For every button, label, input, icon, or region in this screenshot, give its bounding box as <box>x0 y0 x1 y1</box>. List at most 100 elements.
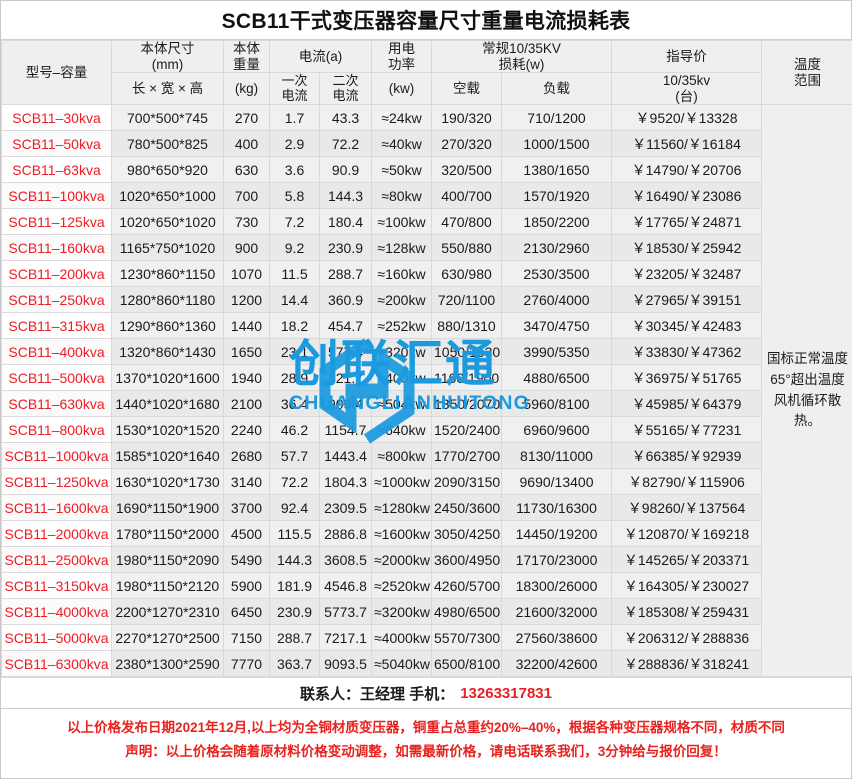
cell-size: 1290*860*1360 <box>111 312 224 340</box>
cell-primary-current: 144.3 <box>269 546 320 574</box>
spec-price-table: 型号–容量 本体尺寸 (mm) 本体 重量 电流(a) 用电 功率 常规10/3… <box>1 39 852 678</box>
table-row: SCB11–125kva 1020*650*1020 730 7.2 180.4 ≈100… <box>1 208 852 236</box>
cell-noload-loss: 190/320 <box>431 104 502 132</box>
cell-power: ≈252kw <box>371 312 432 340</box>
table-row: SCB11–2000kva 1780*1150*2000 4500 115.5 2886… <box>1 520 852 548</box>
cell-price: ￥82790/￥115906 <box>611 468 763 496</box>
col-header-size-sub: 长 × 宽 × 高 <box>111 72 224 106</box>
cell-primary-current: 3.6 <box>269 156 320 184</box>
cell-power: ≈160kw <box>371 260 432 288</box>
cell-size: 1440*1020*1680 <box>111 390 224 418</box>
col-header-power: 用电 功率 <box>371 39 432 74</box>
cell-noload-loss: 3600/4950 <box>431 546 502 574</box>
col-header-current-group: 电流(a) <box>269 39 372 74</box>
cell-secondary-current: 3608.5 <box>319 546 372 574</box>
cell-primary-current: 7.2 <box>269 208 320 236</box>
cell-price: ￥33830/￥47362 <box>611 338 763 366</box>
cell-weight: 730 <box>223 208 270 236</box>
cell-model: SCB11–800kva <box>1 416 112 444</box>
size-unit-label: (mm) <box>151 56 184 72</box>
cell-load-loss: 8130/11000 <box>500 442 613 470</box>
cell-load-loss: 3990/5350 <box>500 338 613 366</box>
cell-load-loss: 17170/23000 <box>500 546 613 574</box>
cell-price: ￥14790/￥20706 <box>611 156 763 184</box>
cell-power: ≈640kw <box>371 416 432 444</box>
table-head: 型号–容量 本体尺寸 (mm) 本体 重量 电流(a) 用电 功率 常规10/3… <box>1 39 852 106</box>
cell-load-loss: 710/1200 <box>500 104 613 132</box>
cell-secondary-current: 2309.5 <box>319 494 372 522</box>
cell-load-loss: 32200/42600 <box>500 650 613 678</box>
cell-primary-current: 14.4 <box>269 286 320 314</box>
cell-weight: 2680 <box>223 442 270 470</box>
contact-phone[interactable]: 13263317831 <box>460 684 552 702</box>
cell-secondary-current: 90.9 <box>319 156 372 184</box>
cell-price: ￥18530/￥25942 <box>611 234 763 262</box>
cell-primary-current: 288.7 <box>269 624 320 652</box>
cell-load-loss: 1380/1650 <box>500 156 613 184</box>
cell-secondary-current: 1154.7 <box>319 416 372 444</box>
cell-noload-loss: 2090/3150 <box>431 468 502 496</box>
cell-noload-loss: 1770/2700 <box>431 442 502 470</box>
cell-primary-current: 5.8 <box>269 182 320 210</box>
cell-secondary-current: 43.3 <box>319 104 372 132</box>
temp-label-2: 范围 <box>794 72 822 88</box>
cell-size: 1980*1150*2090 <box>111 546 224 574</box>
cell-size: 1230*860*1150 <box>111 260 224 288</box>
table-row: SCB11–1000kva 1585*1020*1640 2680 57.7 1443.… <box>1 442 852 470</box>
cell-noload-loss: 6500/8100 <box>431 650 502 678</box>
cell-primary-current: 18.2 <box>269 312 320 340</box>
cell-model: SCB11–100kva <box>1 182 112 210</box>
cell-model: SCB11–50kva <box>1 130 112 158</box>
cell-price: ￥55165/￥77231 <box>611 416 763 444</box>
cell-size: 2200*1270*2310 <box>111 598 224 626</box>
cell-price: ￥288836/￥318241 <box>611 650 763 678</box>
cell-model: SCB11–1250kva <box>1 468 112 496</box>
col-header-price-group: 指导价 <box>611 39 763 74</box>
cell-power: ≈2520kw <box>371 572 432 600</box>
secondary-label-1: 二次 <box>332 72 359 88</box>
cell-primary-current: 9.2 <box>269 234 320 262</box>
cell-secondary-current: 72.2 <box>319 130 372 158</box>
cell-load-loss: 6960/9600 <box>500 416 613 444</box>
cell-primary-current: 230.9 <box>269 598 320 626</box>
cell-power: ≈3200kw <box>371 598 432 626</box>
cell-primary-current: 2.9 <box>269 130 320 158</box>
cell-size: 780*500*825 <box>111 130 224 158</box>
cell-primary-current: 1.7 <box>269 104 320 132</box>
cell-power: ≈128kw <box>371 234 432 262</box>
cell-noload-loss: 2450/3600 <box>431 494 502 522</box>
cell-power: ≈504kw <box>371 390 432 418</box>
cell-noload-loss: 470/800 <box>431 208 502 236</box>
cell-primary-current: 363.7 <box>269 650 320 678</box>
cell-price: ￥145265/￥203371 <box>611 546 763 574</box>
cell-noload-loss: 270/320 <box>431 130 502 158</box>
cell-weight: 5490 <box>223 546 270 574</box>
table-row: SCB11–400kva 1320*860*1430 1650 23.1 577.4 ≈3… <box>1 338 852 366</box>
cell-weight: 1070 <box>223 260 270 288</box>
table-row: SCB11–50kva 780*500*825 400 2.9 72.2 ≈40kw 270… <box>1 130 852 158</box>
table-row: SCB11–800kva 1530*1020*1520 2240 46.2 1154.7… <box>1 416 852 444</box>
cell-model: SCB11–2500kva <box>1 546 112 574</box>
cell-model: SCB11–30kva <box>1 104 112 132</box>
cell-secondary-current: 9093.5 <box>319 650 372 678</box>
cell-price: ￥16490/￥23086 <box>611 182 763 210</box>
cell-secondary-current: 5773.7 <box>319 598 372 626</box>
cell-model: SCB11–200kva <box>1 260 112 288</box>
page-title-bar: SCB11干式变压器容量尺寸重量电流损耗表 <box>1 1 851 40</box>
cell-noload-loss: 320/500 <box>431 156 502 184</box>
cell-primary-current: 181.9 <box>269 572 320 600</box>
cell-price: ￥164305/￥230027 <box>611 572 763 600</box>
cell-primary-current: 28.9 <box>269 364 320 392</box>
col-header-current-secondary: 二次 电流 <box>319 72 372 106</box>
cell-primary-current: 46.2 <box>269 416 320 444</box>
cell-price: ￥120870/￥169218 <box>611 520 763 548</box>
cell-load-loss: 21600/32000 <box>500 598 613 626</box>
col-header-model: 型号–容量 <box>1 39 112 106</box>
cell-model: SCB11–3150kva <box>1 572 112 600</box>
cell-power: ≈100kw <box>371 208 432 236</box>
cell-secondary-current: 2886.8 <box>319 520 372 548</box>
cell-weight: 700 <box>223 182 270 210</box>
loss-group-label-1: 常规10/35KV <box>482 41 561 56</box>
cell-secondary-current: 360.9 <box>319 286 372 314</box>
cell-power: ≈1600kw <box>371 520 432 548</box>
